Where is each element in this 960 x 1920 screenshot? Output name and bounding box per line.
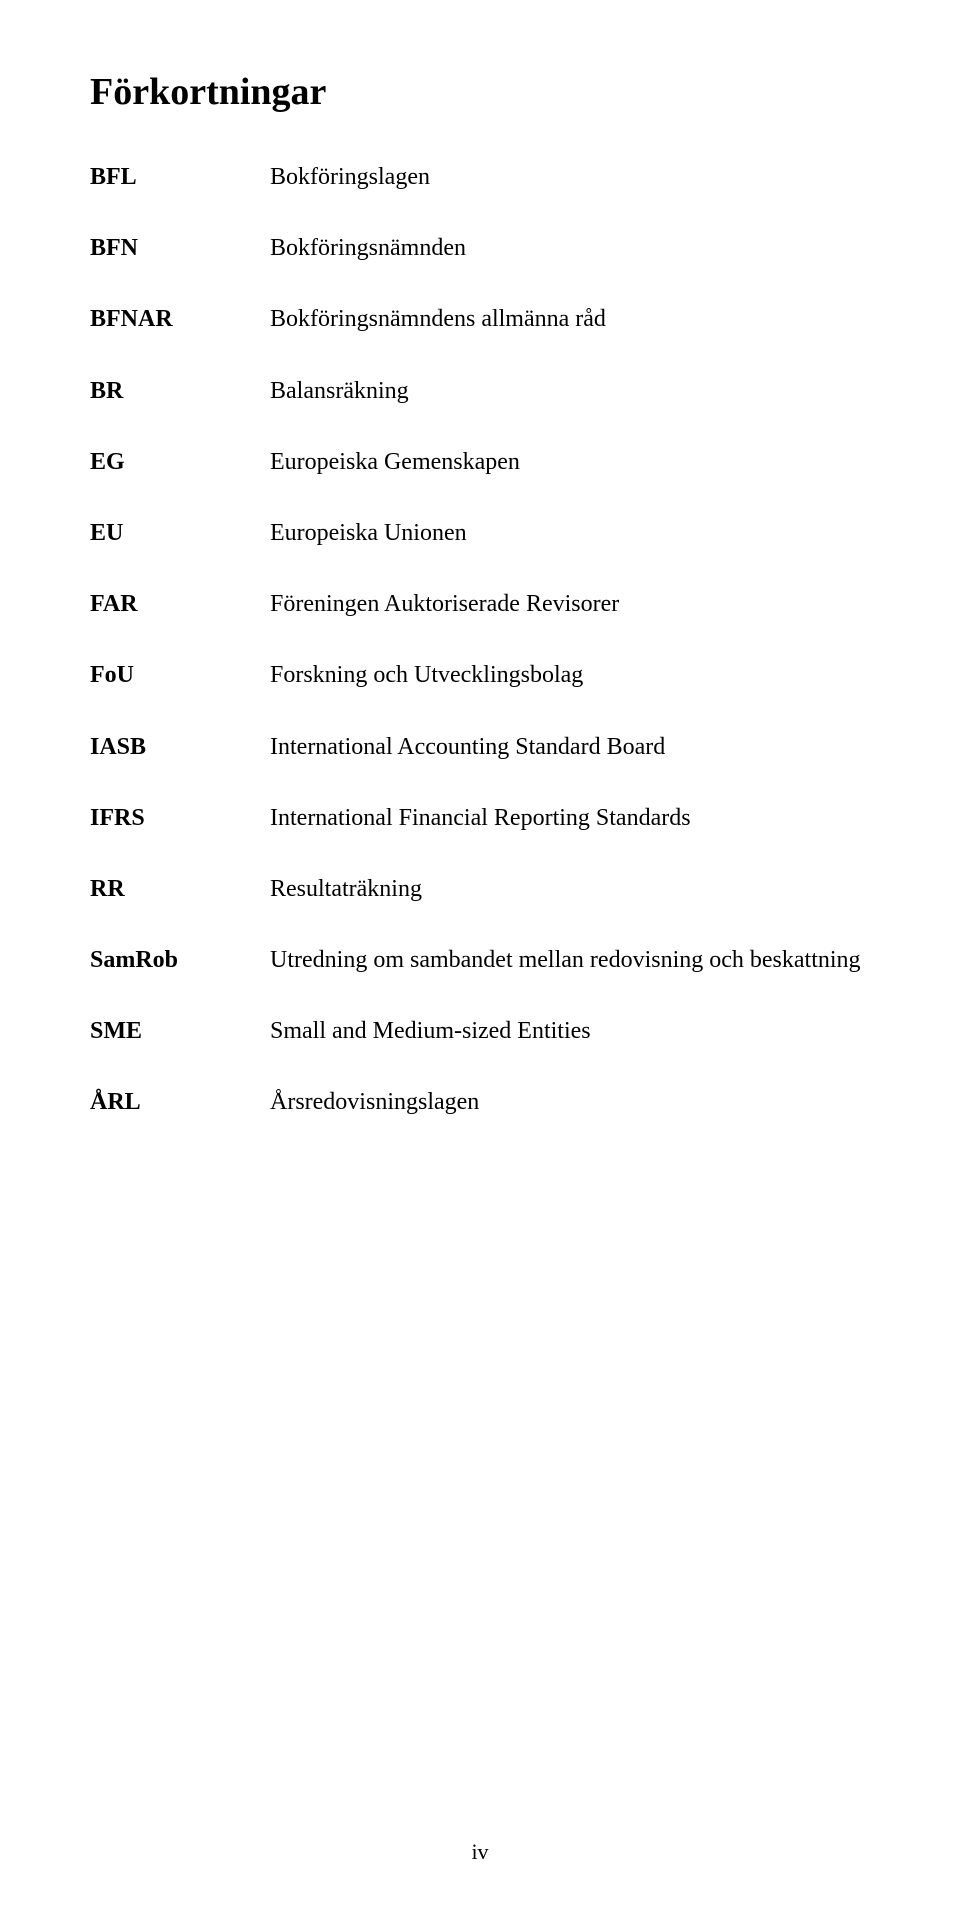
abbr-term: FAR [90, 589, 270, 620]
page-title: Förkortningar [90, 70, 870, 114]
abbr-desc: Europeiska Gemenskapen [270, 447, 870, 478]
abbr-term: BFNAR [90, 304, 270, 335]
abbr-desc: Balansräkning [270, 376, 870, 407]
abbr-desc: Small and Medium-sized Entities [270, 1016, 870, 1047]
abbr-term: SME [90, 1016, 270, 1047]
abbr-desc: International Financial Reporting Standa… [270, 803, 870, 834]
abbr-desc: Föreningen Auktoriserade Revisorer [270, 589, 870, 620]
abbr-term: EG [90, 447, 270, 478]
abbr-term: ÅRL [90, 1087, 270, 1118]
abbr-term: BR [90, 376, 270, 407]
abbr-desc: Bokföringsnämndens allmänna råd [270, 304, 870, 335]
abbr-desc: Resultaträkning [270, 874, 870, 905]
abbreviation-list: BFL Bokföringslagen BFN Bokföringsnämnde… [90, 162, 870, 1119]
abbr-desc: Bokföringslagen [270, 162, 870, 193]
page-container: Förkortningar BFL Bokföringslagen BFN Bo… [0, 0, 960, 1119]
abbr-desc: Forskning och Utvecklingsbolag [270, 660, 870, 691]
abbr-term: SamRob [90, 945, 270, 976]
abbr-desc: Bokföringsnämnden [270, 233, 870, 264]
abbr-term: IFRS [90, 803, 270, 834]
abbr-desc: Utredning om sambandet mellan redovisnin… [270, 945, 870, 976]
abbr-desc: Årsredovisningslagen [270, 1087, 870, 1118]
abbr-desc: Europeiska Unionen [270, 518, 870, 549]
abbr-term: RR [90, 874, 270, 905]
abbr-desc: International Accounting Standard Board [270, 732, 870, 763]
abbr-term: IASB [90, 732, 270, 763]
abbr-term: BFL [90, 162, 270, 193]
abbr-term: EU [90, 518, 270, 549]
abbr-term: FoU [90, 660, 270, 691]
page-number: iv [0, 1839, 960, 1865]
abbr-term: BFN [90, 233, 270, 264]
